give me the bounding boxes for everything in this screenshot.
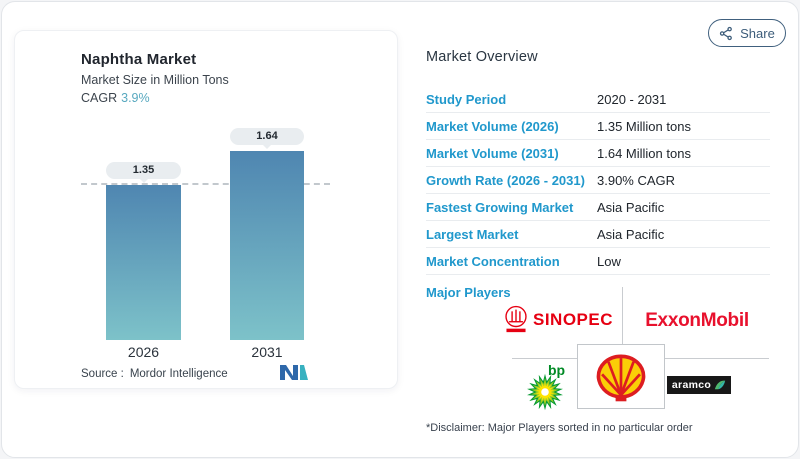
table-row: Growth Rate (2026 - 2031) 3.90% CAGR [426,167,770,194]
row-label: Market Concentration [426,253,560,269]
chart-cagr: CAGR 3.9% [81,91,229,105]
aramco-energy-burst-icon [714,380,726,390]
chart-card: Naphtha Market Market Size in Million To… [14,30,398,389]
disclaimer-text: *Disclaimer: Major Players sorted in no … [426,422,693,434]
overview-table: Study Period 2020 - 2031 Market Volume (… [426,86,770,275]
row-value: Asia Pacific [597,199,665,215]
chart-header: Naphtha Market Market Size in Million To… [81,51,229,105]
row-label: Market Volume (2031) [426,145,559,161]
row-label: Study Period [426,91,507,107]
chart-subtitle: Market Size in Million Tons [81,73,229,87]
bar-2026-value-label: 1.35 [106,162,181,183]
x-axis-label-2031: 2031 [251,344,283,360]
row-value: 3.90% CAGR [597,172,676,188]
source-attribution: Source : Mordor Intelligence [81,368,228,380]
sinopec-emblem-icon [505,305,527,333]
source-label: Source : [81,368,124,380]
table-row: Largest Market Asia Pacific [426,221,770,248]
row-value: Low [597,253,621,269]
row-label: Market Volume (2026) [426,118,559,134]
table-row: Market Concentration Low [426,248,770,275]
table-row: Market Volume (2026) 1.35 Million tons [426,113,770,140]
chart-title: Naphtha Market [81,51,197,68]
reference-dashed-line [81,183,330,185]
row-label: Largest Market [426,226,519,242]
row-label: Fastest Growing Market [426,199,574,215]
bar-2031-value-label: 1.64 [230,128,304,149]
share-button-label: Share [740,25,775,41]
player-logo-sinopec: SINOPEC [497,298,619,342]
mordor-intelligence-logo-icon [280,365,308,380]
player-logo-aramco: aramco [667,376,731,394]
table-row: Market Volume (2031) 1.64 Million tons [426,140,770,167]
player-logo-exxonmobil: ExxonMobil [626,302,768,340]
row-value: 1.64 Million tons [597,145,691,161]
cagr-value: 3.9% [121,91,150,105]
exxonmobil-wordmark: ExxonMobil [645,310,749,331]
bar-chart: 1.35 1.64 [15,31,399,340]
bar-2031: 1.64 [230,128,304,340]
player-logo-shell [577,344,665,409]
players-grid-horizontal-divider-left [512,358,577,359]
major-players-label: Major Players [426,285,511,300]
x-axis-label-2026: 2026 [127,344,160,360]
sinopec-wordmark: SINOPEC [532,310,614,329]
bar-2026-fill [106,185,181,340]
overview-heading: Market Overview [426,49,538,65]
shell-pecten-icon [596,353,646,401]
cagr-label: CAGR [81,91,118,105]
row-value: 2020 - 2031 [597,91,667,107]
row-label: Growth Rate (2026 - 2031) [426,172,585,188]
aramco-wordmark: aramco [671,379,712,391]
bp-wordmark: bp [548,362,566,378]
players-grid-vertical-divider [622,287,623,344]
bar-2026: 1.35 [106,162,181,340]
row-value: Asia Pacific [597,226,665,242]
bp-helios-icon [527,373,563,411]
table-row: Fastest Growing Market Asia Pacific [426,194,770,221]
players-grid-horizontal-divider-right [665,358,769,359]
row-value: 1.35 Million tons [597,118,691,134]
share-button[interactable]: Share [708,19,786,47]
table-row: Study Period 2020 - 2031 [426,86,770,113]
share-icon [720,26,733,40]
source-value: Mordor Intelligence [129,368,228,380]
bar-2031-fill [230,151,304,340]
